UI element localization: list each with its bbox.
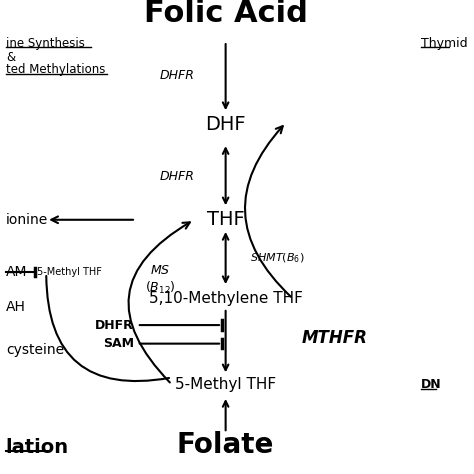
FancyArrowPatch shape [128,222,190,383]
FancyArrowPatch shape [51,217,133,223]
Text: Folic Acid: Folic Acid [144,0,308,28]
Text: DN: DN [421,378,441,391]
Text: MTHFR: MTHFR [302,329,368,347]
Text: THF: THF [207,210,245,229]
Text: ionine: ionine [6,213,48,227]
Text: AM: AM [6,265,27,279]
Text: ted Methylations: ted Methylations [6,64,105,76]
Text: cysteine: cysteine [6,343,64,356]
Text: DHFR: DHFR [159,170,194,183]
Text: $SHMT(B_6)$: $SHMT(B_6)$ [250,252,305,265]
Text: ine Synthesis: ine Synthesis [6,37,85,50]
Text: SAM: SAM [103,337,134,350]
Text: 5-Methyl THF: 5-Methyl THF [37,267,102,277]
Text: lation: lation [6,438,69,456]
FancyArrowPatch shape [245,126,291,297]
Text: AH: AH [6,300,26,313]
Text: $MS$
$(B_{12})$: $MS$ $(B_{12})$ [145,264,176,296]
Text: Thymid: Thymid [421,37,467,50]
Text: DHFR: DHFR [159,70,194,82]
Text: 5-Methyl THF: 5-Methyl THF [175,377,276,392]
FancyArrowPatch shape [46,276,169,381]
Text: 5,10-Methylene THF: 5,10-Methylene THF [149,291,302,306]
Text: Folate: Folate [177,431,274,459]
Text: DHFR: DHFR [95,319,134,332]
Text: &: & [6,51,15,64]
Text: DHF: DHF [205,115,246,134]
